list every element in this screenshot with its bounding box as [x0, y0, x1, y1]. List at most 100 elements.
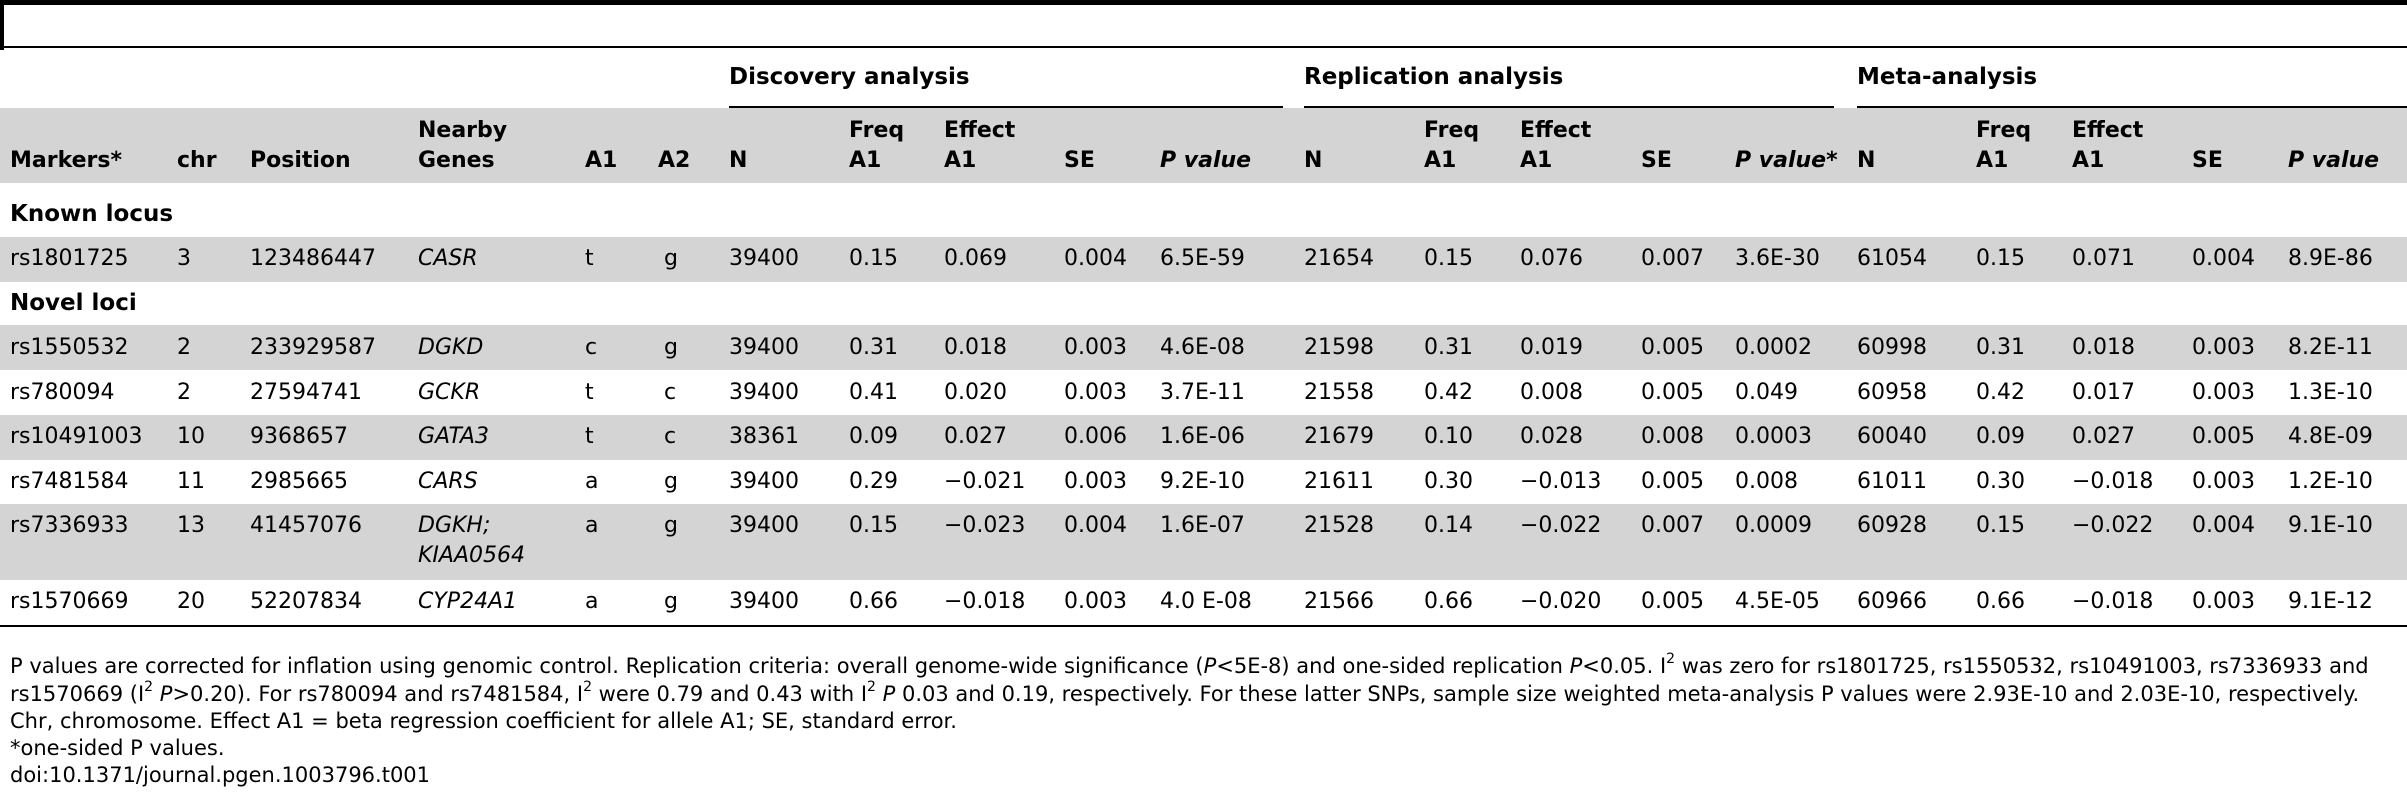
marker-cell: rs1550532 [10, 335, 129, 360]
meta-effect-cell: −0.018 [2072, 469, 2154, 494]
marker-cell: rs7481584 [10, 469, 129, 494]
discovery-n-cell: 38361 [729, 424, 799, 449]
replication-n-cell: 21558 [1304, 380, 1374, 405]
meta-pvalue-cell: 1.2E-10 [2288, 469, 2373, 494]
discovery-freq-cell: 0.29 [849, 469, 898, 494]
meta-freq-cell: 0.66 [1976, 589, 2025, 614]
chr-cell: 11 [177, 469, 205, 494]
meta-se-cell: 0.005 [2192, 424, 2255, 449]
a2-cell: g [664, 513, 678, 538]
a1-cell: a [585, 469, 599, 494]
gene-cell-line2: KIAA0564 [418, 543, 526, 568]
header-meta-se: SE [2192, 148, 2223, 173]
header-replication-se: SE [1641, 148, 1672, 173]
group-replication-rule [1304, 106, 1834, 108]
header-replication-n: N [1304, 148, 1323, 173]
meta-freq-cell: 0.42 [1976, 380, 2025, 405]
header-meta-pvalue: P value [2288, 148, 2380, 173]
meta-se-cell: 0.004 [2192, 246, 2255, 271]
replication-freq-cell: 0.42 [1424, 380, 1473, 405]
meta-effect-cell: −0.018 [2072, 589, 2154, 614]
discovery-freq-cell: 0.15 [849, 513, 898, 538]
discovery-pvalue-cell: 4.6E-08 [1160, 335, 1245, 360]
meta-n-cell: 61054 [1857, 246, 1927, 271]
header-meta-effect-line1: Effect [2072, 118, 2144, 143]
meta-n-cell: 60958 [1857, 380, 1927, 405]
chr-cell: 3 [177, 246, 191, 271]
meta-freq-cell: 0.30 [1976, 469, 2025, 494]
chr-cell: 2 [177, 335, 191, 360]
header-replication-freq-line2: A1 [1424, 148, 1457, 173]
position-cell: 41457076 [250, 513, 362, 538]
position-cell: 123486447 [250, 246, 376, 271]
replication-n-cell: 21566 [1304, 589, 1374, 614]
chr-cell: 10 [177, 424, 205, 449]
a1-cell: a [585, 513, 599, 538]
footnote-superscript: 2 [867, 679, 876, 695]
a1-cell: t [585, 380, 594, 405]
chr-cell: 13 [177, 513, 205, 538]
header-meta-effect-line2: A1 [2072, 148, 2105, 173]
meta-pvalue-cell: 8.9E-86 [2288, 246, 2373, 271]
gene-cell: GCKR [418, 380, 481, 405]
a1-cell: t [585, 246, 594, 271]
meta-effect-cell: −0.022 [2072, 513, 2154, 538]
discovery-freq-cell: 0.66 [849, 589, 898, 614]
header-replication-effect-line1: Effect [1520, 118, 1592, 143]
a2-cell: g [664, 589, 678, 614]
discovery-pvalue-cell: 1.6E-06 [1160, 424, 1245, 449]
replication-effect-cell: 0.076 [1520, 246, 1583, 271]
header-discovery-se: SE [1064, 148, 1095, 173]
discovery-effect-cell: −0.018 [944, 589, 1026, 614]
discovery-freq-cell: 0.41 [849, 380, 898, 405]
replication-freq-cell: 0.14 [1424, 513, 1473, 538]
header-discovery-freq-line1: Freq [849, 118, 905, 143]
header-position: Position [250, 148, 351, 173]
discovery-effect-cell: 0.069 [944, 246, 1007, 271]
table-bottom-rule [0, 625, 2407, 627]
meta-pvalue-cell: 8.2E-11 [2288, 335, 2373, 360]
position-cell: 2985665 [250, 469, 348, 494]
section-novel-loci: Novel loci [10, 290, 137, 316]
meta-pvalue-cell: 1.3E-10 [2288, 380, 2373, 405]
header-genes-line2: Genes [418, 148, 495, 173]
position-cell: 233929587 [250, 335, 376, 360]
footnote-line-3: Chr, chromosome. Effect A1 = beta regres… [10, 709, 957, 733]
discovery-n-cell: 39400 [729, 246, 799, 271]
replication-se-cell: 0.005 [1641, 335, 1704, 360]
footnote-superscript: 2 [144, 679, 154, 695]
replication-se-cell: 0.008 [1641, 424, 1704, 449]
header-discovery-pvalue: P value [1160, 148, 1252, 173]
discovery-effect-cell: 0.018 [944, 335, 1007, 360]
row-band [0, 504, 2407, 580]
header-genes-line1: Nearby [418, 118, 508, 143]
column-header-band [0, 108, 2407, 183]
table-left-border [0, 0, 4, 50]
group-meta: Meta-analysis [1857, 64, 2038, 90]
meta-effect-cell: 0.071 [2072, 246, 2135, 271]
meta-se-cell: 0.003 [2192, 469, 2255, 494]
discovery-n-cell: 39400 [729, 513, 799, 538]
discovery-effect-cell: 0.027 [944, 424, 1007, 449]
meta-effect-cell: 0.018 [2072, 335, 2135, 360]
footnote-text: were 0.79 and 0.43 with I [592, 682, 868, 706]
table-top-border [0, 0, 2407, 5]
replication-pvalue-cell: 3.6E-30 [1735, 246, 1820, 271]
replication-se-cell: 0.007 [1641, 513, 1704, 538]
replication-freq-cell: 0.15 [1424, 246, 1473, 271]
replication-effect-cell: 0.008 [1520, 380, 1583, 405]
footnote-text: was zero for rs1801725, rs1550532, rs104… [1675, 654, 2369, 678]
group-discovery: Discovery analysis [729, 64, 970, 90]
gene-cell: CASR [418, 246, 478, 271]
replication-n-cell: 21679 [1304, 424, 1374, 449]
table-header-rule [0, 46, 2407, 48]
row-band [0, 325, 2407, 370]
marker-cell: rs780094 [10, 380, 115, 405]
header-discovery-n: N [729, 148, 748, 173]
discovery-effect-cell: −0.023 [944, 513, 1026, 538]
footnote-text: P values are corrected for inflation usi… [10, 654, 1204, 678]
gene-cell: DGKH; [418, 513, 491, 538]
a2-cell: g [664, 335, 678, 360]
marker-cell: rs1570669 [10, 589, 129, 614]
header-a1: A1 [585, 148, 618, 173]
